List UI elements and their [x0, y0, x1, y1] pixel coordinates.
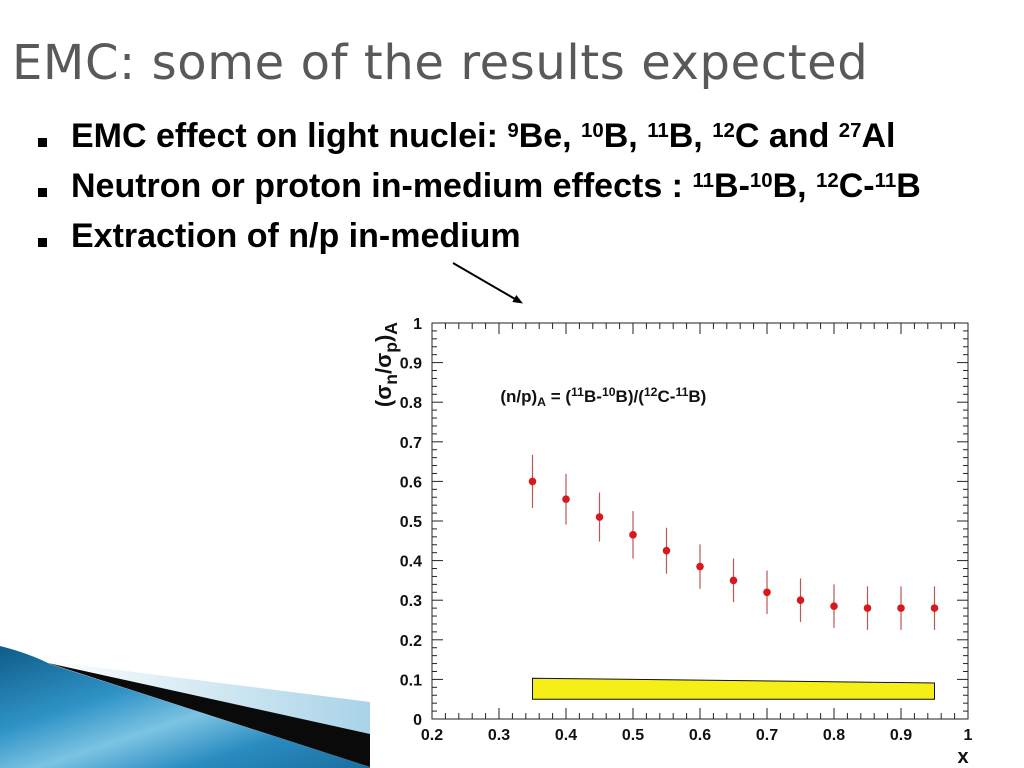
- y-axis-title: (σn/σp)A: [371, 322, 401, 407]
- y-tick-label: 0.1: [400, 672, 422, 689]
- x-tick-label: 0.5: [622, 727, 644, 744]
- bullet-item: EMC effect on light nuclei: 9Be, 10B, 11…: [36, 115, 921, 157]
- y-tick-label: 0.7: [400, 435, 422, 452]
- x-tick-label: 1: [964, 727, 973, 744]
- y-tick-label: 0.2: [400, 633, 422, 650]
- y-tick-label: 0.3: [400, 593, 422, 610]
- formula-annotation: (n/p)A = (11B-10B)/(12C-11B): [500, 385, 706, 409]
- x-tick-label: 0.8: [823, 727, 845, 744]
- mass-number-superscript: 10: [581, 120, 604, 143]
- arrow-head: [512, 295, 523, 304]
- mass-number-superscript: 9: [507, 120, 519, 143]
- square-bullet-icon: [38, 238, 47, 247]
- x-tick-label: 0.7: [756, 727, 778, 744]
- bullet-text: B,: [668, 117, 713, 155]
- data-point: [595, 513, 604, 521]
- y-tick-label: 0.9: [400, 356, 422, 373]
- data-point: [830, 602, 838, 610]
- mass-number-superscript: 12: [712, 120, 735, 143]
- swoosh-blue: [0, 646, 370, 768]
- bullet-text: B: [896, 167, 921, 205]
- y-tick-label: 0.6: [400, 474, 422, 491]
- slide-title: EMC: some of the results expected: [12, 35, 869, 91]
- y-tick-label: 1: [413, 316, 422, 333]
- square-bullet-icon: [38, 138, 47, 147]
- bullet-text: Al: [861, 117, 896, 155]
- y-axis-title-text: /σ: [371, 353, 396, 374]
- y-axis-title-subscript: n: [381, 374, 401, 385]
- bullet-text: EMC effect on light nuclei:: [71, 117, 508, 155]
- data-point: [863, 604, 872, 612]
- systematic-error-band: [532, 677, 935, 700]
- data-point: [930, 604, 939, 612]
- y-tick-label: 0.4: [400, 554, 422, 571]
- data-point: [763, 588, 771, 597]
- mass-number-superscript: 11: [647, 120, 669, 143]
- y-axis-title-subscript: p: [381, 342, 401, 353]
- bullet-text: Extraction of n/p in-medium: [71, 217, 521, 255]
- x-tick-label: 0.9: [890, 727, 912, 744]
- formula-subscript: A: [537, 395, 546, 409]
- bullet-list: EMC effect on light nuclei: 9Be, 10B, 11…: [36, 115, 921, 265]
- bullet-text: C and: [734, 117, 839, 155]
- formula-superscript: 11: [675, 385, 688, 399]
- y-axis-title-subscript: A: [381, 322, 401, 335]
- np-ratio-chart: 0.2 0.3 0.4 0.5 0.6 0.7 0.8 0.9 100.10.20.30.40.…: [371, 316, 973, 768]
- formula-text: = (: [546, 387, 571, 406]
- mass-number-superscript: 11: [874, 170, 897, 193]
- bullet-text: B,: [603, 117, 648, 155]
- formula-superscript: 12: [644, 385, 658, 399]
- pointer-arrow-icon: [452, 262, 523, 304]
- bullet-item: Extraction of n/p in-medium: [36, 215, 921, 257]
- x-axis-title: x: [957, 746, 968, 768]
- y-tick-label: 0.5: [400, 514, 422, 531]
- x-tick-label: 0.4: [555, 727, 577, 744]
- y-tick-label: 0: [413, 712, 422, 729]
- formula-superscript: 11: [571, 385, 584, 399]
- data-point: [796, 596, 805, 604]
- mass-number-superscript: 10: [749, 170, 773, 193]
- bullet-item: Neutron or proton in-medium effects : 11…: [36, 165, 921, 207]
- y-tick-label: 0.8: [400, 395, 422, 412]
- swoosh-black-stripe: [48, 663, 370, 767]
- bullet-text: Neutron or proton in-medium effects :: [71, 167, 693, 205]
- arrow-shaft: [452, 262, 516, 300]
- data-point: [528, 477, 537, 486]
- mass-number-superscript: 11: [692, 170, 715, 193]
- data-point: [662, 546, 671, 555]
- bullet-text: Be,: [518, 117, 582, 155]
- data-point: [897, 604, 905, 612]
- y-axis-title-text: (σ: [371, 385, 396, 407]
- mass-number-superscript: 12: [816, 170, 839, 193]
- formula-text: B): [688, 387, 706, 406]
- formula-text: C-: [657, 387, 675, 406]
- plot-frame: [431, 322, 969, 720]
- decorative-swoosh: [0, 646, 370, 768]
- square-bullet-icon: [38, 188, 47, 197]
- x-tick-label: 0.2: [421, 727, 443, 744]
- bullet-text: B,: [772, 167, 817, 205]
- bullet-text: C-: [838, 167, 875, 205]
- formula-text: B-: [584, 387, 602, 406]
- bullet-text: B-: [714, 167, 750, 205]
- x-tick-label: 0.6: [689, 727, 711, 744]
- data-point: [696, 562, 704, 571]
- data-point: [629, 531, 637, 539]
- data-point: [562, 495, 570, 504]
- x-tick-label: 0.3: [488, 727, 510, 744]
- y-axis-title-text: ): [371, 335, 396, 342]
- formula-superscript: 10: [602, 385, 616, 399]
- formula-text: B)/(: [616, 387, 645, 406]
- mass-number-superscript: 27: [838, 120, 862, 143]
- formula-text: (n/p): [500, 387, 537, 406]
- axis-ticks: [431, 322, 969, 720]
- data-point: [729, 576, 738, 585]
